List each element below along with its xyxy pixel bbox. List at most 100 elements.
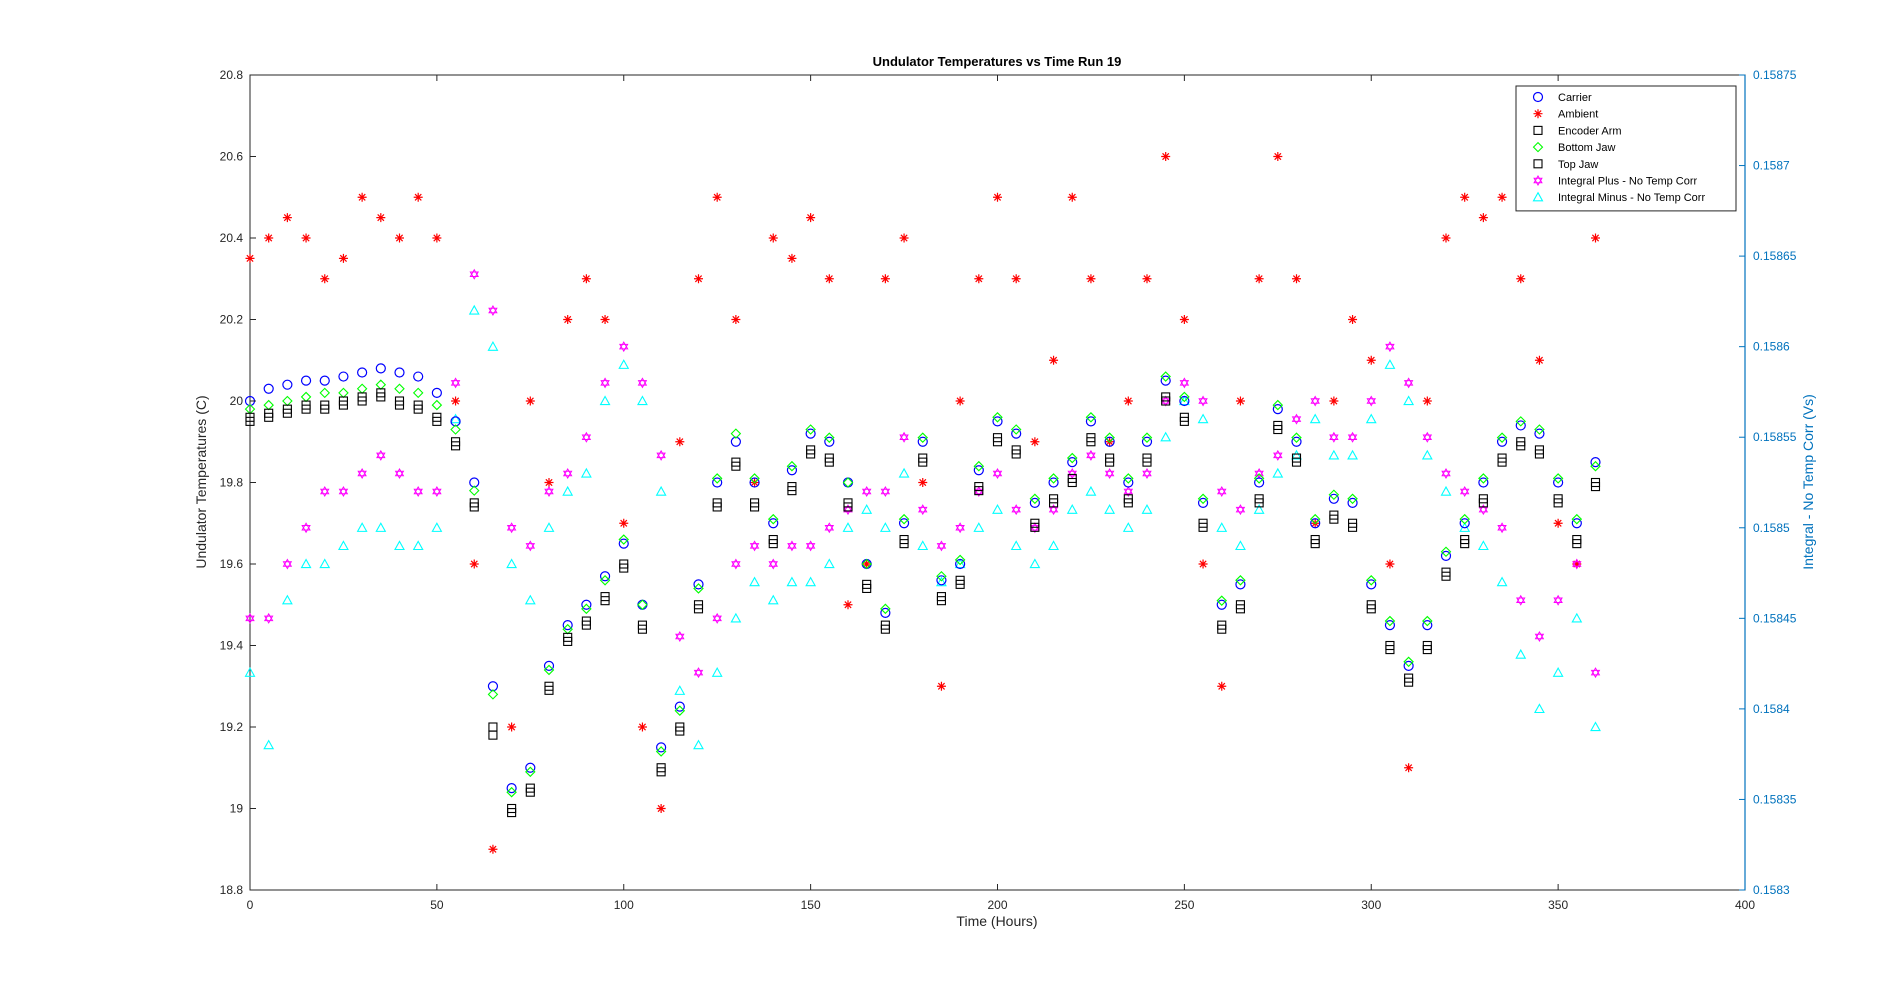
data-point bbox=[1516, 441, 1526, 451]
data-point bbox=[1160, 431, 1172, 442]
data-point bbox=[543, 664, 555, 676]
data-point bbox=[674, 685, 686, 695]
data-point bbox=[281, 594, 293, 605]
data-point bbox=[711, 667, 723, 677]
x-tick-label: 150 bbox=[801, 898, 821, 912]
data-point bbox=[245, 253, 255, 263]
data-point bbox=[1572, 558, 1582, 570]
data-point bbox=[749, 473, 760, 484]
data-point bbox=[282, 558, 293, 570]
y-tick-label: 20.6 bbox=[220, 150, 244, 164]
x-tick-label: 200 bbox=[987, 898, 1007, 912]
data-point bbox=[1515, 416, 1527, 427]
data-point bbox=[1291, 457, 1302, 467]
data-point bbox=[824, 436, 835, 447]
data-point bbox=[375, 522, 387, 532]
data-point bbox=[488, 304, 498, 316]
data-point bbox=[1011, 504, 1021, 516]
y-tick-label: 20 bbox=[230, 394, 244, 408]
data-point bbox=[1253, 504, 1265, 514]
data-point bbox=[879, 522, 891, 532]
data-point bbox=[563, 636, 573, 646]
data-point bbox=[1515, 420, 1526, 431]
data-point bbox=[319, 387, 331, 399]
data-point bbox=[1197, 493, 1209, 505]
data-point bbox=[675, 437, 685, 447]
data-point bbox=[1309, 513, 1321, 525]
data-point bbox=[917, 504, 928, 516]
data-point bbox=[1216, 522, 1228, 532]
data-point bbox=[674, 705, 686, 716]
data-point bbox=[1590, 460, 1601, 472]
data-point bbox=[394, 367, 405, 378]
data-point bbox=[917, 432, 929, 443]
data-point bbox=[506, 783, 517, 794]
data-point bbox=[936, 575, 947, 586]
data-point bbox=[1254, 274, 1264, 284]
data-point bbox=[955, 522, 965, 534]
data-point bbox=[432, 416, 442, 426]
x-tick-label: 400 bbox=[1735, 898, 1755, 912]
legend-entry: Encoder Arm bbox=[1558, 125, 1622, 137]
data-point bbox=[899, 539, 909, 549]
data-point bbox=[1178, 395, 1190, 406]
data-point bbox=[544, 486, 554, 498]
data-point bbox=[899, 233, 909, 243]
data-point bbox=[786, 465, 798, 476]
legend-marker bbox=[1533, 159, 1543, 169]
legend-box bbox=[1515, 85, 1737, 212]
data-point bbox=[244, 667, 256, 677]
x-tick-label: 250 bbox=[1174, 898, 1194, 912]
data-point bbox=[880, 603, 891, 615]
data-point bbox=[1571, 612, 1583, 623]
data-point bbox=[731, 315, 741, 324]
data-point bbox=[806, 213, 816, 223]
data-point bbox=[1497, 192, 1507, 202]
data-point bbox=[525, 540, 536, 552]
data-point bbox=[1553, 518, 1563, 528]
legend-entry: Carrier bbox=[1558, 92, 1592, 104]
data-point bbox=[413, 404, 423, 414]
data-point bbox=[1030, 522, 1040, 532]
data-point bbox=[1085, 485, 1097, 496]
data-point bbox=[730, 612, 742, 623]
data-point bbox=[1384, 359, 1396, 369]
data-point bbox=[394, 467, 405, 479]
data-point bbox=[1572, 559, 1582, 569]
data-point bbox=[1216, 486, 1227, 498]
data-point bbox=[1496, 432, 1508, 443]
data-point bbox=[1478, 473, 1489, 484]
data-point bbox=[693, 583, 704, 594]
data-point bbox=[1105, 457, 1115, 467]
data-point bbox=[506, 558, 518, 569]
data-point bbox=[917, 436, 928, 447]
data-point bbox=[1122, 522, 1134, 532]
data-point bbox=[1516, 274, 1526, 284]
data-point bbox=[562, 620, 573, 631]
data-point bbox=[1235, 540, 1246, 551]
data-point bbox=[618, 538, 629, 549]
data-point bbox=[656, 767, 666, 777]
y2-tick-label: 0.1585 bbox=[1753, 521, 1790, 535]
data-point bbox=[805, 540, 816, 552]
data-point bbox=[1217, 681, 1227, 691]
data-point bbox=[1067, 457, 1078, 468]
data-point bbox=[1142, 274, 1152, 284]
data-point bbox=[1365, 413, 1377, 424]
data-point bbox=[619, 563, 629, 573]
data-point bbox=[357, 396, 367, 406]
data-point bbox=[973, 460, 985, 472]
data-point bbox=[1123, 477, 1134, 488]
data-point bbox=[749, 477, 760, 488]
data-point bbox=[450, 377, 461, 389]
data-point bbox=[1217, 624, 1227, 634]
data-point bbox=[468, 304, 480, 315]
data-point bbox=[992, 437, 1003, 447]
data-point bbox=[1123, 498, 1133, 508]
data-point bbox=[712, 477, 723, 488]
data-point bbox=[544, 478, 554, 487]
data-point bbox=[1235, 504, 1246, 516]
data-point bbox=[637, 377, 648, 389]
data-point bbox=[263, 739, 275, 750]
data-point bbox=[413, 486, 423, 498]
